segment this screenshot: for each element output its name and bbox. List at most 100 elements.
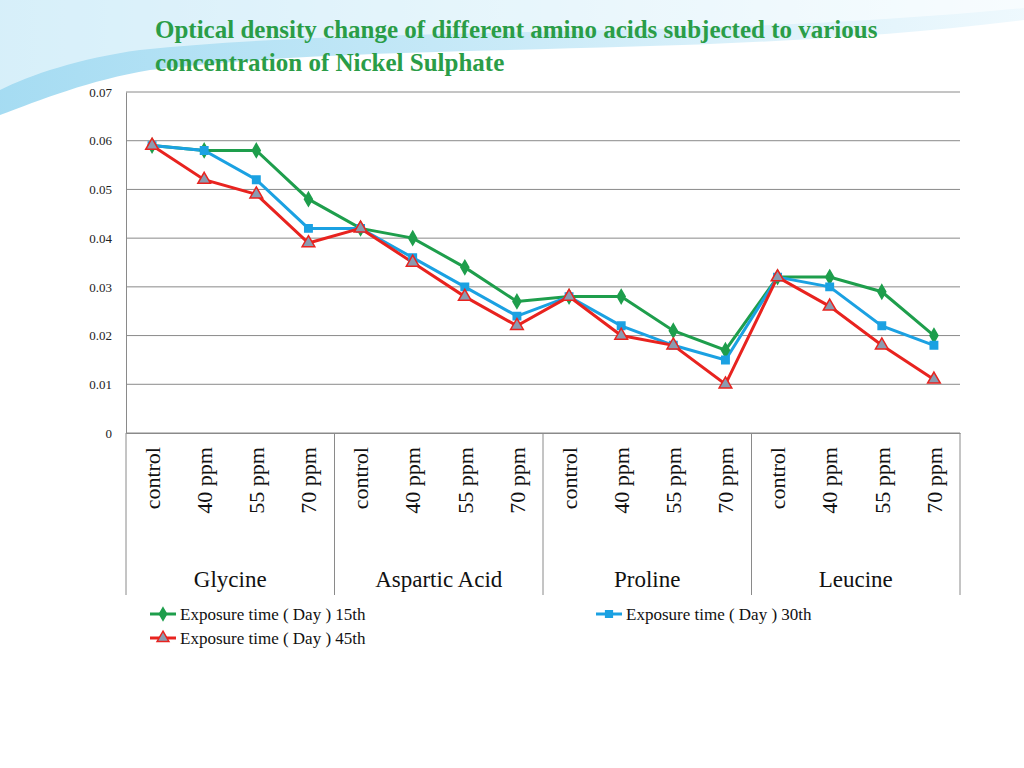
series-marker: [771, 270, 784, 281]
x-tick: 40 ppm: [817, 433, 842, 514]
series-marker: [878, 285, 886, 299]
x-tick: 40 ppm: [609, 433, 634, 514]
x-tick: 55 ppm: [453, 433, 478, 514]
series-line: [152, 146, 934, 351]
series-marker: [511, 318, 524, 329]
series-marker: [826, 283, 833, 290]
group-separator: [543, 433, 544, 595]
x-tick-label: 40 ppm: [192, 447, 217, 514]
legend-item: Exposure time ( Day ) 15th: [150, 605, 366, 624]
series-marker: [930, 342, 937, 349]
x-tick-label: 70 ppm: [922, 447, 947, 514]
y-tick: 0: [106, 426, 127, 441]
series-marker: [823, 299, 836, 310]
series-marker: [304, 192, 312, 206]
series-line: [152, 146, 934, 385]
background-swoosh: [0, 0, 1024, 115]
series-marker: [722, 356, 729, 363]
x-tick: 40 ppm: [400, 433, 425, 514]
series-marker: [406, 255, 419, 266]
legend-label: Exposure time ( Day ) 45th: [180, 629, 366, 648]
x-tick: 70 ppm: [505, 433, 530, 514]
series-marker: [409, 231, 417, 245]
group-label: Leucine: [819, 567, 893, 592]
group-separator: [751, 433, 752, 595]
series-line: [152, 146, 934, 360]
y-tick: 0.03: [89, 280, 126, 295]
group-label: Glycine: [194, 567, 267, 592]
x-tick-label: 70 ppm: [713, 447, 738, 514]
x-tick-label: control: [348, 447, 373, 509]
series-marker: [146, 138, 159, 149]
series-marker: [458, 289, 471, 300]
y-tick: 0.06: [89, 133, 126, 148]
x-tick-label: 55 ppm: [453, 447, 478, 514]
series-marker: [930, 329, 938, 343]
series-marker: [252, 144, 260, 158]
x-tick: control: [348, 433, 373, 509]
x-tick: control: [765, 433, 790, 509]
series-marker: [719, 377, 732, 388]
series-marker: [563, 289, 576, 300]
y-tick-label: 0.05: [89, 182, 112, 197]
legend-item: Exposure time ( Day ) 30th: [596, 605, 812, 624]
y-tick-label: 0: [106, 426, 113, 441]
x-tick-label: 55 ppm: [661, 447, 686, 514]
y-tick-label: 0.06: [89, 133, 112, 148]
x-tick-label: 70 ppm: [505, 447, 530, 514]
series-marker: [513, 295, 521, 309]
series-marker: [200, 144, 208, 158]
chart: Optical density change of different amin…: [0, 0, 1024, 768]
series-marker: [928, 372, 941, 383]
series-marker: [200, 147, 207, 154]
series-marker: [615, 328, 628, 339]
x-tick: control: [140, 433, 165, 509]
x-tick: 55 ppm: [661, 433, 686, 514]
series-marker: [305, 225, 312, 232]
series-marker: [302, 236, 315, 247]
legend-label: Exposure time ( Day ) 15th: [180, 605, 366, 624]
legend-marker: [606, 611, 613, 618]
grid-line: [126, 140, 960, 141]
grid-line: [126, 335, 960, 336]
x-tick: 55 ppm: [870, 433, 895, 514]
x-tick: 40 ppm: [192, 433, 217, 514]
grid-line: [126, 286, 960, 287]
grid-line: [126, 238, 960, 239]
y-axis: 00.010.020.030.040.050.060.07: [89, 85, 126, 441]
group-separators: [126, 433, 960, 595]
series-marker: [250, 187, 263, 198]
x-tick-label: 55 ppm: [244, 447, 269, 514]
series-marker: [826, 270, 834, 284]
background-swoosh: [0, 0, 1024, 90]
series-marker: [721, 343, 729, 357]
x-tick: 70 ppm: [713, 433, 738, 514]
legend-label: Exposure time ( Day ) 30th: [626, 605, 812, 624]
plot-area: [146, 138, 941, 388]
y-tick-label: 0.02: [89, 328, 112, 343]
x-tick: 70 ppm: [922, 433, 947, 514]
x-tick-label: control: [557, 447, 582, 509]
series-marker: [198, 172, 211, 183]
grid-line: [126, 189, 960, 190]
grid-line: [126, 92, 960, 93]
grid-line: [126, 384, 960, 385]
x-tick: 55 ppm: [244, 433, 269, 514]
legend-marker: [159, 608, 166, 620]
x-tick: 70 ppm: [296, 433, 321, 514]
y-tick: 0.02: [89, 328, 126, 343]
x-tick-label: 40 ppm: [817, 447, 842, 514]
legend-item: Exposure time ( Day ) 45th: [150, 629, 366, 648]
y-tick: 0.01: [89, 377, 126, 392]
x-tick-label: 70 ppm: [296, 447, 321, 514]
x-tick-label: 40 ppm: [400, 447, 425, 514]
series-marker: [667, 338, 680, 349]
x-tick: control: [557, 433, 582, 509]
group-label: Proline: [614, 567, 680, 592]
legend-marker: [157, 631, 169, 641]
y-tick: 0.05: [89, 182, 126, 197]
group-separator: [126, 433, 127, 595]
series-marker: [669, 324, 677, 338]
group-label: Aspartic Acid: [375, 567, 503, 592]
x-tick-label: control: [140, 447, 165, 509]
